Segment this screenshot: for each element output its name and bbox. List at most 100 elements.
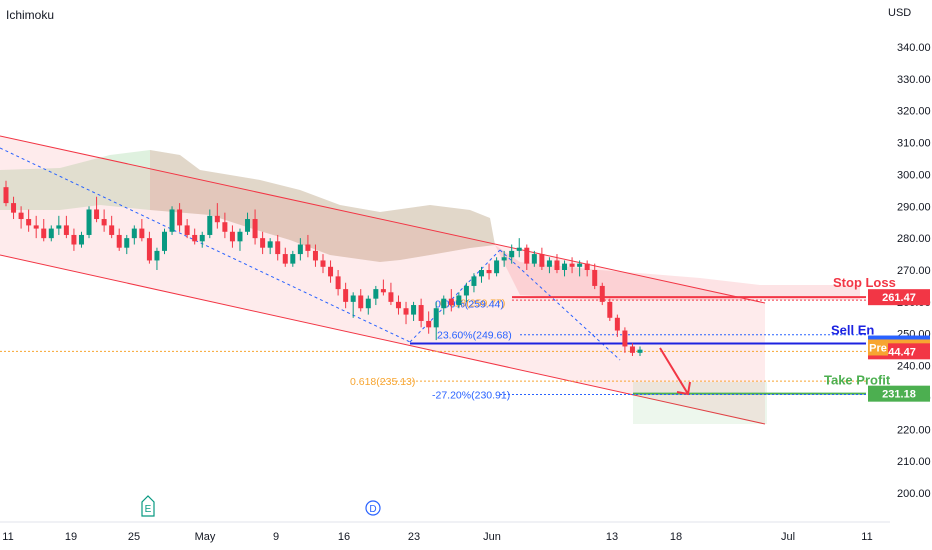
level-label: Sell En	[831, 323, 874, 338]
candle-body	[554, 260, 560, 270]
candle-body	[3, 187, 9, 204]
level-label: Take Profit	[824, 373, 891, 388]
candle-body	[154, 250, 160, 261]
y-tick-label: 300.00	[897, 169, 931, 181]
candle-body	[607, 301, 613, 318]
candle-body	[146, 238, 152, 261]
y-tick-label: 270.00	[897, 265, 931, 277]
x-tick-label: 9	[273, 531, 279, 543]
candle-body	[395, 301, 401, 309]
candle-body	[569, 263, 575, 267]
candle-body	[290, 254, 296, 264]
level-label: Stop Loss	[833, 275, 896, 290]
price-tag-label: 244.47	[882, 346, 916, 358]
candle-body	[41, 228, 47, 239]
candle-body	[26, 219, 32, 226]
candle-body	[426, 320, 432, 328]
candle-body	[486, 270, 492, 274]
currency-label: USD	[888, 7, 912, 19]
fib-levels: 0.618(259.77)0.00%(259.44)23.60%(249.68)…	[350, 298, 512, 402]
candle-body	[622, 330, 628, 347]
event-marker-label: D	[369, 504, 376, 515]
level-labels: Stop Loss Sell En Take Profit	[824, 275, 896, 387]
candle-body	[237, 231, 243, 242]
candle-body	[33, 225, 39, 229]
x-tick-label: 11	[861, 531, 872, 543]
fib-label: 0.618(235.13)	[350, 376, 415, 388]
indicator-name: Ichimoku	[6, 8, 55, 22]
candle-body	[494, 260, 500, 274]
candle-body	[260, 238, 266, 248]
candle-body	[282, 254, 288, 264]
candle-body	[365, 298, 371, 309]
candle-body	[380, 289, 386, 293]
candle-body	[388, 292, 394, 302]
candle-body	[599, 285, 605, 302]
candle-body	[320, 260, 326, 267]
candle-body	[637, 349, 643, 353]
candle-body	[312, 250, 318, 261]
candle-body	[509, 250, 515, 258]
candle-body	[177, 209, 183, 226]
candle-body	[577, 263, 583, 267]
candle-body	[94, 209, 100, 220]
candle-body	[501, 257, 507, 261]
fib-label: 0.618(259.77)	[440, 298, 505, 310]
candle-body	[448, 298, 454, 306]
candle-body	[214, 215, 220, 223]
ichimoku-cloud	[0, 150, 860, 300]
y-tick-label: 280.00	[897, 233, 931, 245]
candle-body	[441, 298, 447, 309]
candle-body	[192, 234, 198, 242]
x-tick-label: 13	[606, 531, 618, 543]
candle-body	[184, 225, 190, 235]
candle-body	[358, 295, 364, 309]
candle-body	[229, 231, 235, 242]
candle-body	[131, 228, 137, 239]
candle-body	[328, 266, 334, 277]
regression-channel	[0, 135, 767, 425]
candle-body	[78, 234, 84, 245]
candle-body	[116, 234, 122, 248]
candle-body	[252, 219, 258, 239]
candle-body	[222, 222, 228, 232]
x-tick-label: 23	[408, 531, 420, 543]
y-tick-label: 220.00	[897, 424, 931, 436]
candle-body	[169, 209, 175, 232]
candle-body	[373, 289, 379, 299]
x-tick-label: 16	[338, 531, 350, 543]
y-tick-label: 340.00	[897, 42, 931, 54]
fib-label: -27.20%(230.91)	[432, 390, 510, 402]
y-axis[interactable]: 200.00210.00220.00230.00240.00250.00260.…	[897, 42, 931, 500]
candle-body	[48, 228, 54, 239]
x-tick-label: 11	[2, 531, 13, 543]
candle-body	[162, 231, 167, 251]
candle-body	[343, 289, 349, 302]
candle-body	[207, 215, 213, 235]
candle-body	[297, 244, 303, 255]
candle-body	[109, 225, 115, 235]
y-tick-label: 330.00	[897, 74, 931, 86]
fib-label: 23.60%(249.68)	[437, 330, 512, 342]
dividend-marker	[365, 500, 381, 516]
y-tick-label: 310.00	[897, 138, 931, 150]
y-tick-label: 290.00	[897, 201, 931, 213]
pre-badge	[868, 339, 888, 356]
candle-body	[614, 317, 620, 331]
candle-body	[71, 234, 77, 245]
event-marker-label: E	[145, 504, 152, 515]
candle-body	[524, 247, 530, 264]
candle-body	[546, 260, 552, 267]
candle-body	[86, 209, 92, 235]
candle-body	[199, 234, 205, 242]
x-axis[interactable]: 11 19 25 May 9 16 23 Jun 13 18 Jul 11	[0, 521, 890, 543]
candlesticks	[3, 180, 643, 357]
target-arrow	[659, 347, 691, 396]
price-tag-label: 231.18	[882, 389, 916, 401]
x-tick-label: Jun	[483, 531, 501, 543]
price-tag-box	[868, 289, 930, 306]
y-tick-label: 210.00	[897, 456, 931, 468]
